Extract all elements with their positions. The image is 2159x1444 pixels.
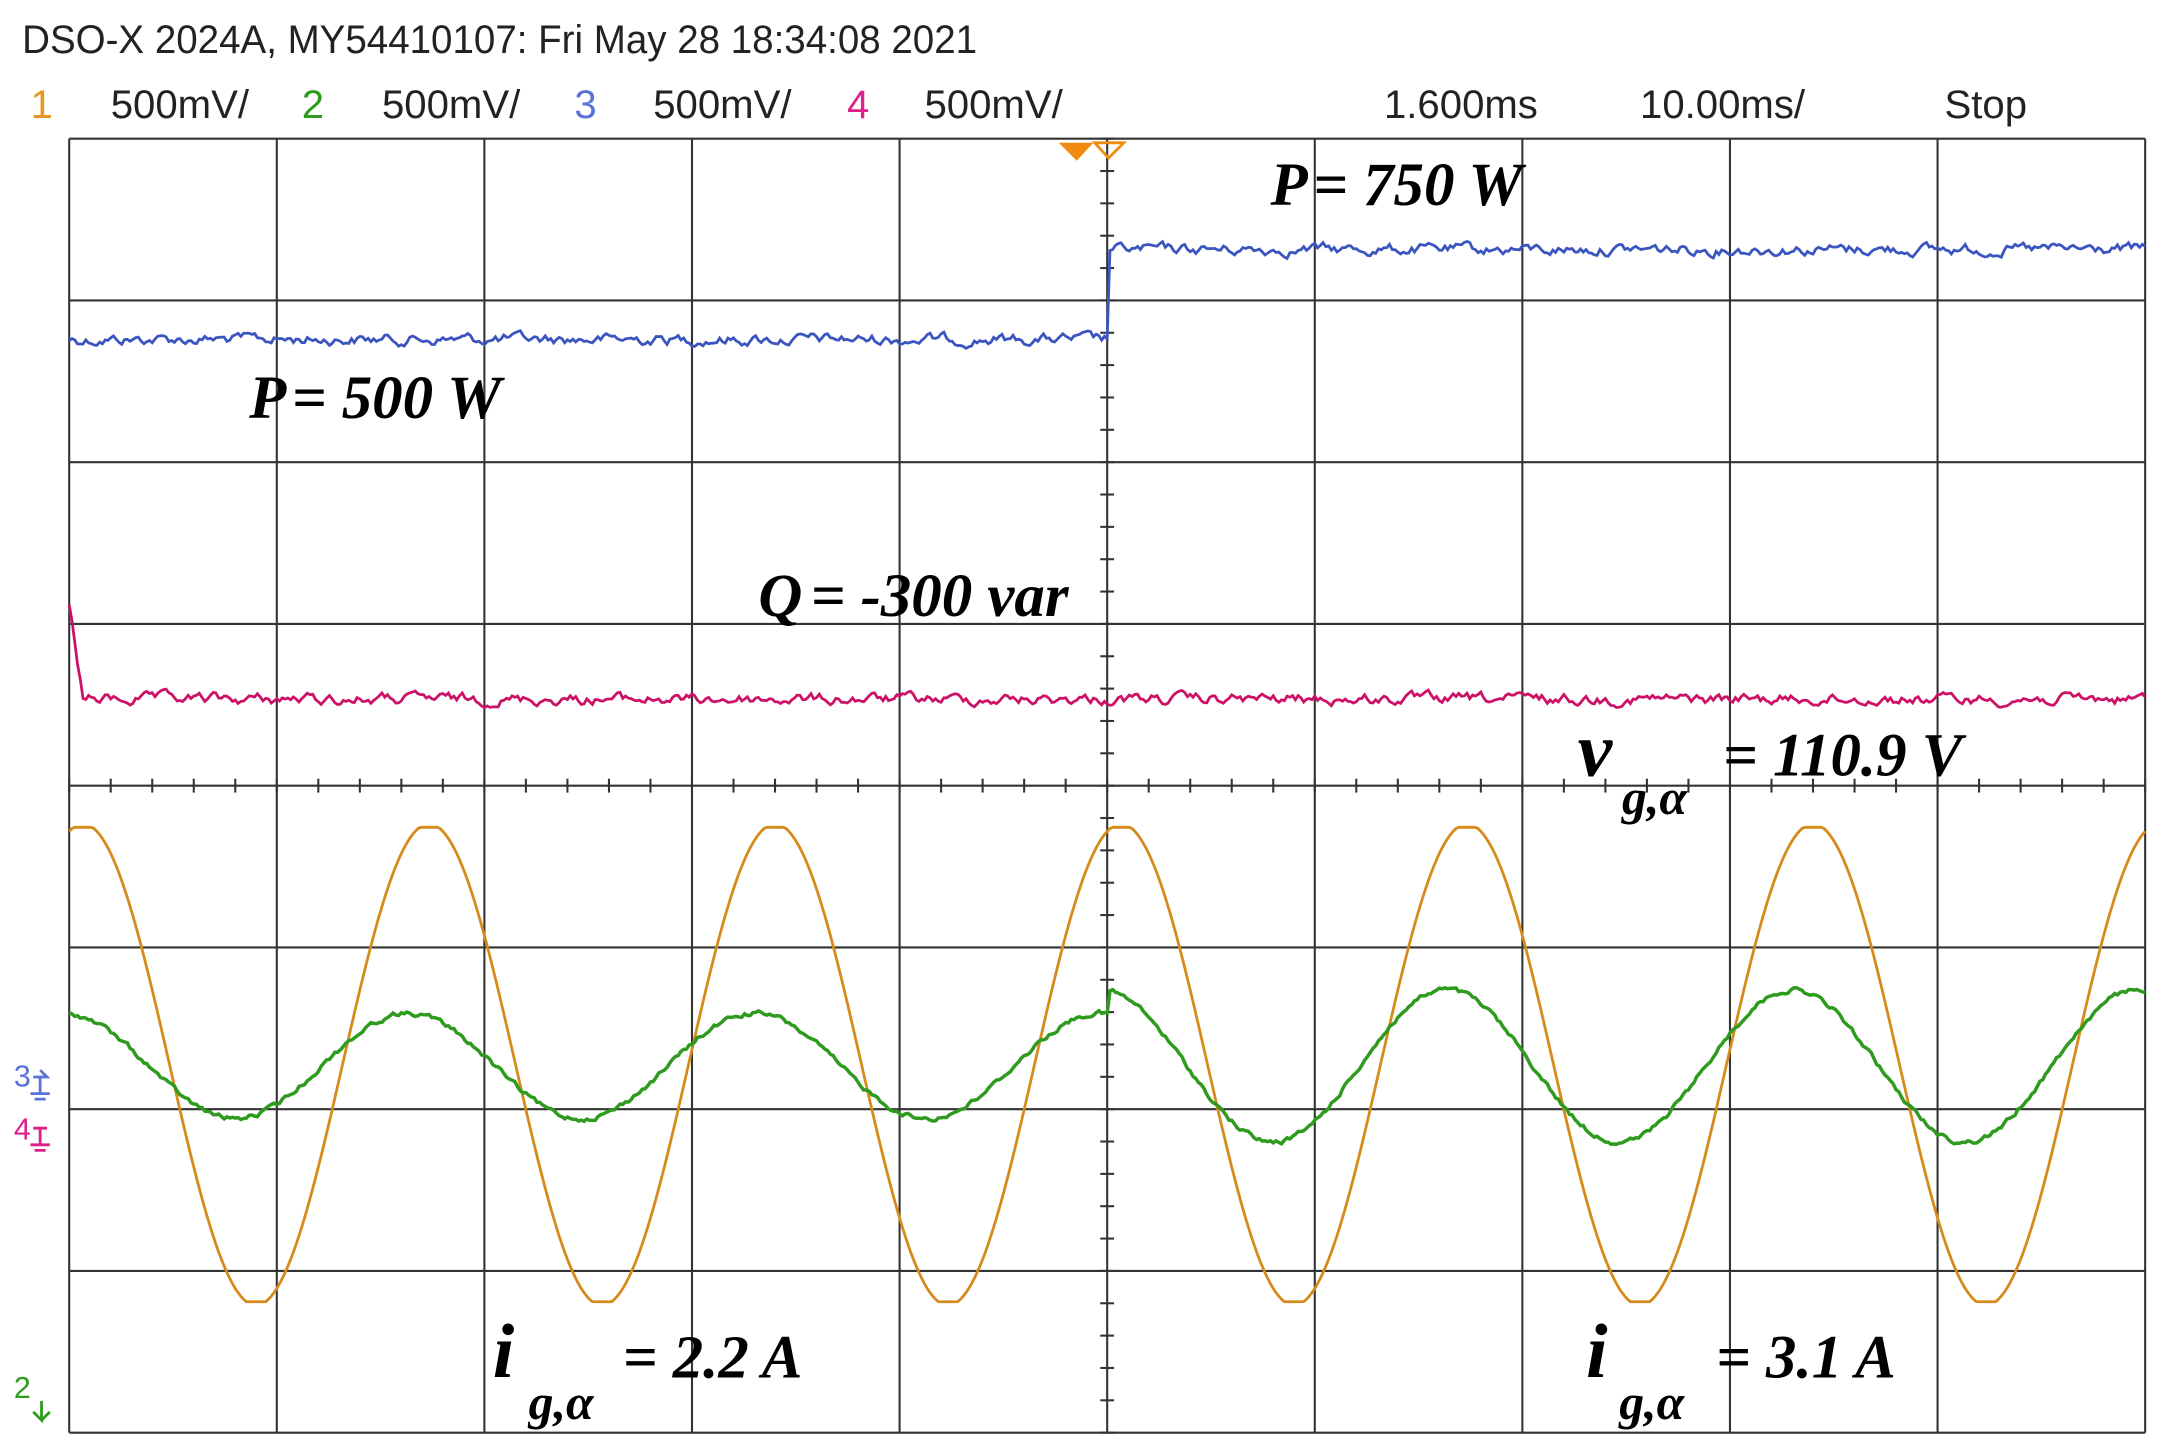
ground-marker: 3 [14, 1060, 31, 1094]
channel-scale: 500mV/ [382, 82, 521, 127]
annotation-subscript: g,α [1618, 1375, 1685, 1430]
annotation-text: = 3.1 A [1716, 1324, 1896, 1391]
channel-number: 4 [847, 82, 869, 127]
traces [67, 239, 2147, 1304]
annotation-subscript: g,α [528, 1375, 595, 1430]
annotation: Q = -300 var [758, 563, 1069, 630]
channel-number: 1 [30, 82, 52, 127]
timebase: 10.00ms/ [1640, 82, 1806, 127]
symbol: P [1269, 152, 1308, 219]
channel-scale: 500mV/ [111, 82, 250, 127]
header-title: DSO-X 2024A, MY54410107: Fri May 28 18:3… [22, 17, 977, 62]
annotation: P = 750 W [1269, 152, 1526, 219]
ground-symbol [32, 1400, 51, 1424]
annotation-symbol: i [493, 1308, 515, 1394]
ground-symbol [30, 1126, 50, 1152]
trigger-marker [1058, 142, 1094, 161]
delay-marker [1091, 141, 1128, 161]
annotation-symbol: i [1586, 1308, 1608, 1394]
ground-symbol [30, 1069, 51, 1101]
annotation: P = 500 W [248, 365, 505, 432]
delay: 1.600ms [1384, 82, 1538, 127]
annotation-text: = 2.2 A [623, 1324, 803, 1391]
trace-ch4 [67, 604, 2147, 710]
ground-marker: 2 [14, 1371, 31, 1405]
annotation-text: = -300 var [811, 563, 1070, 630]
annotation-subscript: g,α [1621, 770, 1688, 825]
annotation-symbol: v [1578, 706, 1614, 792]
symbol: P [248, 365, 287, 432]
channel-number: 3 [574, 82, 596, 127]
channel-scale: 500mV/ [653, 82, 792, 127]
ground-marker: 4 [14, 1112, 31, 1146]
annotation-text: = 500 W [292, 365, 505, 432]
graticule [68, 137, 2147, 1434]
channel-number: 2 [302, 82, 324, 127]
channel-scale: 500mV/ [924, 82, 1063, 127]
run-status: Stop [1944, 82, 2027, 127]
trace-ch2 [68, 985, 2146, 1147]
annotation-text: = 110.9 V [1723, 722, 1967, 789]
symbol: Q [758, 563, 802, 630]
trace-ch1 [68, 825, 2147, 1304]
annotation-text: = 750 W [1313, 152, 1526, 219]
trace-ch3 [68, 239, 2147, 350]
